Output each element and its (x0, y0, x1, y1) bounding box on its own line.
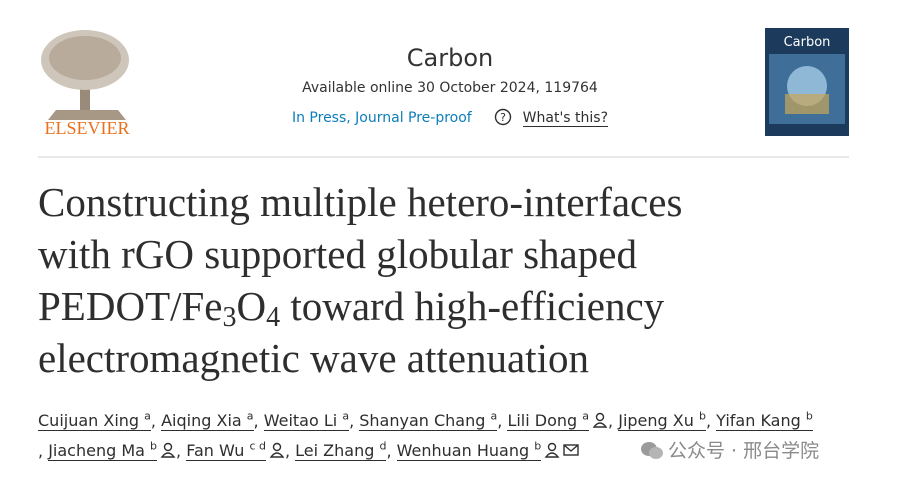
title-line: electromagnetic wave attenuation (38, 335, 589, 381)
divider (38, 156, 849, 158)
subscript: 4 (266, 302, 281, 333)
author[interactable]: Yifan Kang b (716, 410, 813, 432)
author-name: Jipeng Xu (618, 411, 694, 431)
article-title: Constructing multiple hetero-interfaces … (38, 176, 682, 384)
separator: , (38, 441, 44, 461)
author-name: Jiacheng Ma (48, 441, 145, 461)
author-name: Lei Zhang (295, 441, 375, 461)
separator: , (608, 411, 614, 431)
separator: , (349, 411, 355, 431)
affiliation: b (698, 410, 706, 423)
author-name: Fan Wu (186, 441, 245, 461)
journal-cover[interactable]: Carbon (765, 28, 849, 136)
author[interactable]: Aiqing Xia a (161, 410, 254, 432)
title-line: Constructing multiple hetero-interfaces (38, 179, 683, 225)
title-text: toward high-efficiency (280, 283, 665, 329)
affiliation: a (582, 410, 590, 423)
author[interactable]: Cuijuan Xing a (38, 410, 151, 432)
author-name: Weitao Li (263, 411, 338, 431)
affiliation: a (144, 410, 151, 423)
author[interactable]: Wenhuan Huang b (396, 440, 542, 462)
title-line: PEDOT/Fe3O4 toward high-efficiency (38, 280, 682, 332)
author[interactable]: Lili Dong a (507, 410, 590, 432)
author[interactable]: Jiacheng Ma b (48, 440, 158, 462)
author-name: Shanyan Chang (359, 411, 486, 431)
person-icon[interactable] (269, 442, 285, 459)
affiliation: b (534, 440, 542, 453)
mail-icon[interactable] (563, 442, 579, 458)
author-line: , Jiacheng Ma b, Fan Wu c d, Lei Zhang d… (38, 440, 579, 462)
help-icon: ? (495, 108, 512, 126)
person-icon[interactable] (592, 412, 608, 429)
status-link[interactable]: In Press, Journal Pre-proof (291, 110, 472, 126)
affiliation: b (805, 410, 813, 423)
title-line: with rGO supported globular shaped (38, 231, 637, 277)
availability: Available online 30 October 2024, 119764 (302, 80, 598, 96)
affiliation: a (490, 410, 498, 423)
wechat-icon (641, 442, 663, 459)
title-text: PEDOT/Fe (38, 283, 223, 329)
author-line: Cuijuan Xing a, Aiqing Xia a, Weitao Li … (38, 410, 813, 432)
separator: , (386, 441, 392, 461)
author-name: Lili Dong (507, 411, 578, 431)
author[interactable]: Fan Wu c d (186, 440, 266, 462)
publisher-name: ELSEVIER (45, 118, 130, 138)
separator: , (253, 411, 259, 431)
affiliation: b (150, 440, 158, 453)
author-name: Yifan Kang (716, 411, 801, 431)
journal-name: Carbon (406, 44, 494, 72)
author[interactable]: Weitao Li a (263, 410, 350, 432)
separator: , (705, 411, 712, 431)
author[interactable]: Lei Zhang d (295, 440, 387, 462)
separator: , (284, 441, 291, 461)
separator: , (150, 411, 157, 431)
person-icon[interactable] (544, 442, 560, 459)
author[interactable]: Jipeng Xu b (618, 410, 706, 432)
affiliation: c d (249, 440, 266, 453)
svg-text:?: ? (500, 111, 506, 124)
separator: , (176, 441, 182, 461)
publisher-logo: ELSEVIER (41, 30, 130, 138)
status-row: In Press, Journal Pre-proof ? What's thi… (250, 108, 650, 127)
subscript: 3 (222, 302, 237, 333)
affiliation: a (342, 410, 350, 423)
author-name: Wenhuan Huang (396, 441, 530, 461)
affiliation: d (379, 440, 387, 453)
person-icon[interactable] (160, 442, 176, 459)
cover-title: Carbon (784, 35, 831, 50)
watermark: 公众号 · 邢台学院 (640, 436, 819, 463)
author-name: Cuijuan Xing (38, 411, 140, 431)
author-name: Aiqing Xia (161, 411, 242, 431)
help-link[interactable]: What's this? (522, 110, 609, 127)
affiliation: a (246, 410, 254, 423)
title-text: O (236, 283, 267, 329)
watermark-text: 公众号 · 邢台学院 (668, 440, 820, 462)
separator: , (497, 411, 503, 431)
author[interactable]: Shanyan Chang a (359, 410, 498, 432)
